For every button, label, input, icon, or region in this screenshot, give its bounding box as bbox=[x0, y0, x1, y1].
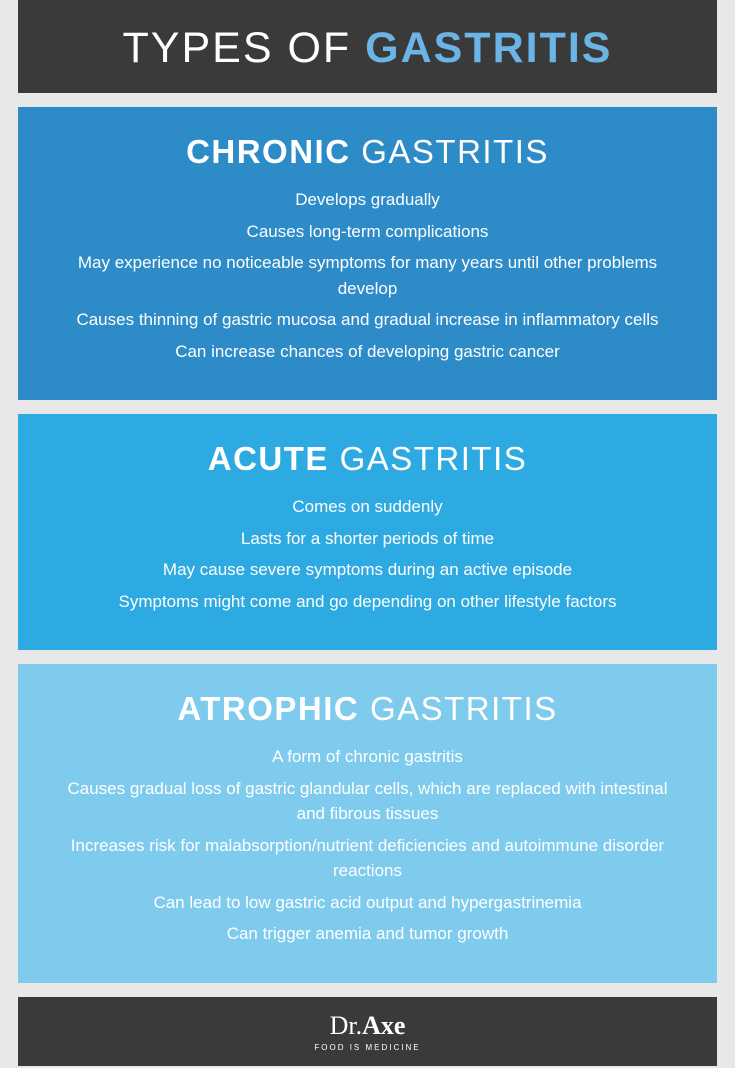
bullet: Can increase chances of developing gastr… bbox=[48, 339, 687, 365]
section-title-bold: ACUTE bbox=[208, 440, 329, 477]
bullet: Causes gradual loss of gastric glandular… bbox=[48, 776, 687, 827]
section-title-atrophic: ATROPHIC GASTRITIS bbox=[48, 690, 687, 728]
bullet: Causes long-term complications bbox=[48, 219, 687, 245]
section-title-chronic: CHRONIC GASTRITIS bbox=[48, 133, 687, 171]
footer-bar: Dr.Axe FOOD IS MEDICINE bbox=[18, 997, 717, 1066]
bullet: Develops gradually bbox=[48, 187, 687, 213]
section-title-reg: GASTRITIS bbox=[370, 690, 558, 727]
section-title-bold: ATROPHIC bbox=[177, 690, 359, 727]
bullet: Can lead to low gastric acid output and … bbox=[48, 890, 687, 916]
section-chronic: CHRONIC GASTRITIS Develops gradually Cau… bbox=[18, 107, 717, 400]
footer-tagline: FOOD IS MEDICINE bbox=[18, 1043, 717, 1052]
brand-pre: Dr. bbox=[330, 1011, 363, 1040]
bullet: Comes on suddenly bbox=[48, 494, 687, 520]
header-bar: TYPES OF GASTRITIS bbox=[18, 0, 717, 93]
section-title-bold: CHRONIC bbox=[186, 133, 351, 170]
section-acute: ACUTE GASTRITIS Comes on suddenly Lasts … bbox=[18, 414, 717, 650]
bullet: Symptoms might come and go depending on … bbox=[48, 589, 687, 615]
section-title-reg: GASTRITIS bbox=[340, 440, 528, 477]
bullet: Lasts for a shorter periods of time bbox=[48, 526, 687, 552]
section-atrophic: ATROPHIC GASTRITIS A form of chronic gas… bbox=[18, 664, 717, 983]
bullet: Can trigger anemia and tumor growth bbox=[48, 921, 687, 947]
bullet: Increases risk for malabsorption/nutrien… bbox=[48, 833, 687, 884]
bullet: May experience no noticeable symptoms fo… bbox=[48, 250, 687, 301]
footer-brand: Dr.Axe bbox=[18, 1011, 717, 1041]
section-title-acute: ACUTE GASTRITIS bbox=[48, 440, 687, 478]
title-word1: TYPES OF bbox=[123, 24, 352, 72]
section-title-reg: GASTRITIS bbox=[361, 133, 549, 170]
bullet: A form of chronic gastritis bbox=[48, 744, 687, 770]
page-title: TYPES OF GASTRITIS bbox=[18, 24, 717, 73]
bullet: Causes thinning of gastric mucosa and gr… bbox=[48, 307, 687, 333]
brand-main: Axe bbox=[362, 1011, 405, 1040]
bullet: May cause severe symptoms during an acti… bbox=[48, 557, 687, 583]
title-word2: GASTRITIS bbox=[365, 24, 612, 72]
